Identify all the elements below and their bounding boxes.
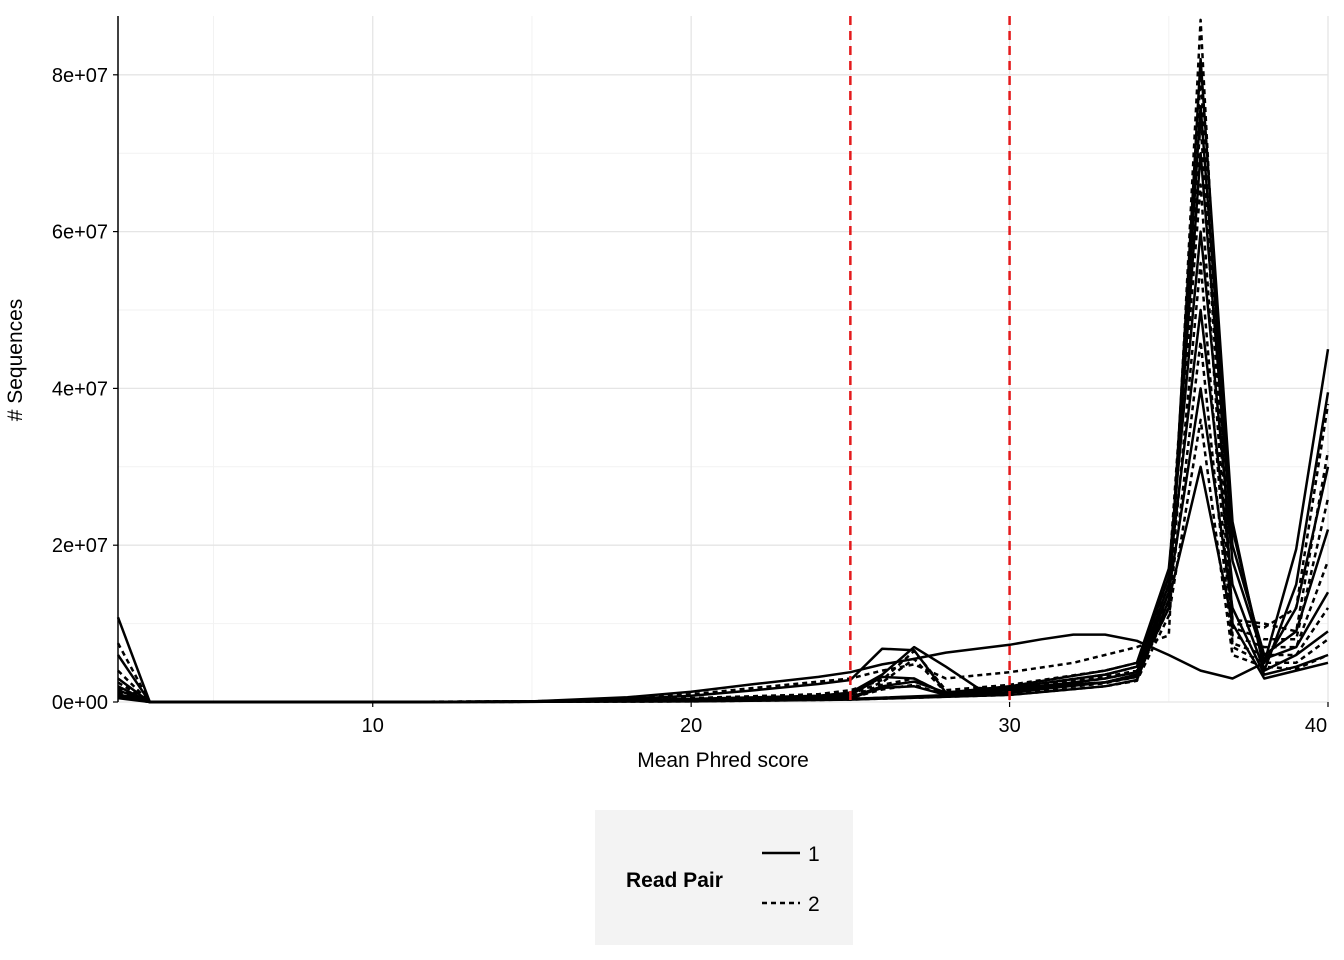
x-axis-title: Mean Phred score — [637, 749, 809, 772]
reference-lines — [849, 16, 1011, 702]
series-line-10-read-pair-2 — [117, 120, 1330, 704]
y-tick-label-0: 0e+00 — [52, 692, 108, 714]
y-axis-ticks: 0e+00 2e+07 4e+07 6e+07 8e+07 — [52, 65, 118, 714]
grid-major — [118, 16, 1329, 703]
y-tick-label-2: 4e+07 — [52, 378, 108, 400]
x-tick-label-0: 10 — [362, 715, 384, 737]
series-line-2-read-pair-1 — [117, 104, 1330, 704]
y-tick-label-3: 6e+07 — [52, 222, 108, 244]
legend-background — [595, 810, 853, 945]
legend-label-2: 2 — [808, 893, 820, 916]
y-tick-label-4: 8e+07 — [52, 65, 108, 87]
legend-title: Read Pair — [626, 869, 723, 892]
y-tick-label-1: 2e+07 — [52, 535, 108, 557]
series-layer — [116, 18, 1330, 704]
series-line-3-read-pair-1 — [117, 151, 1330, 704]
series-line-1-read-pair-1 — [116, 57, 1330, 704]
x-tick-label-3: 40 — [1305, 715, 1327, 737]
legend-label-1: 1 — [808, 843, 820, 866]
y-axis-title: # Sequences — [4, 299, 27, 422]
x-tick-label-1: 20 — [680, 715, 702, 737]
series-line-11-read-pair-2 — [117, 183, 1330, 704]
grid-minor — [118, 16, 1328, 702]
series-line-8-read-pair-2 — [116, 18, 1330, 704]
x-tick-label-2: 30 — [998, 715, 1020, 737]
legend: Read Pair 1 2 — [595, 810, 853, 945]
series-line-12-read-pair-2 — [117, 261, 1330, 704]
series-line-7-read-pair-1 — [117, 465, 1329, 704]
x-axis-ticks: 10 20 30 40 — [362, 702, 1329, 737]
series-line-14-read-pair-2 — [117, 418, 1329, 704]
